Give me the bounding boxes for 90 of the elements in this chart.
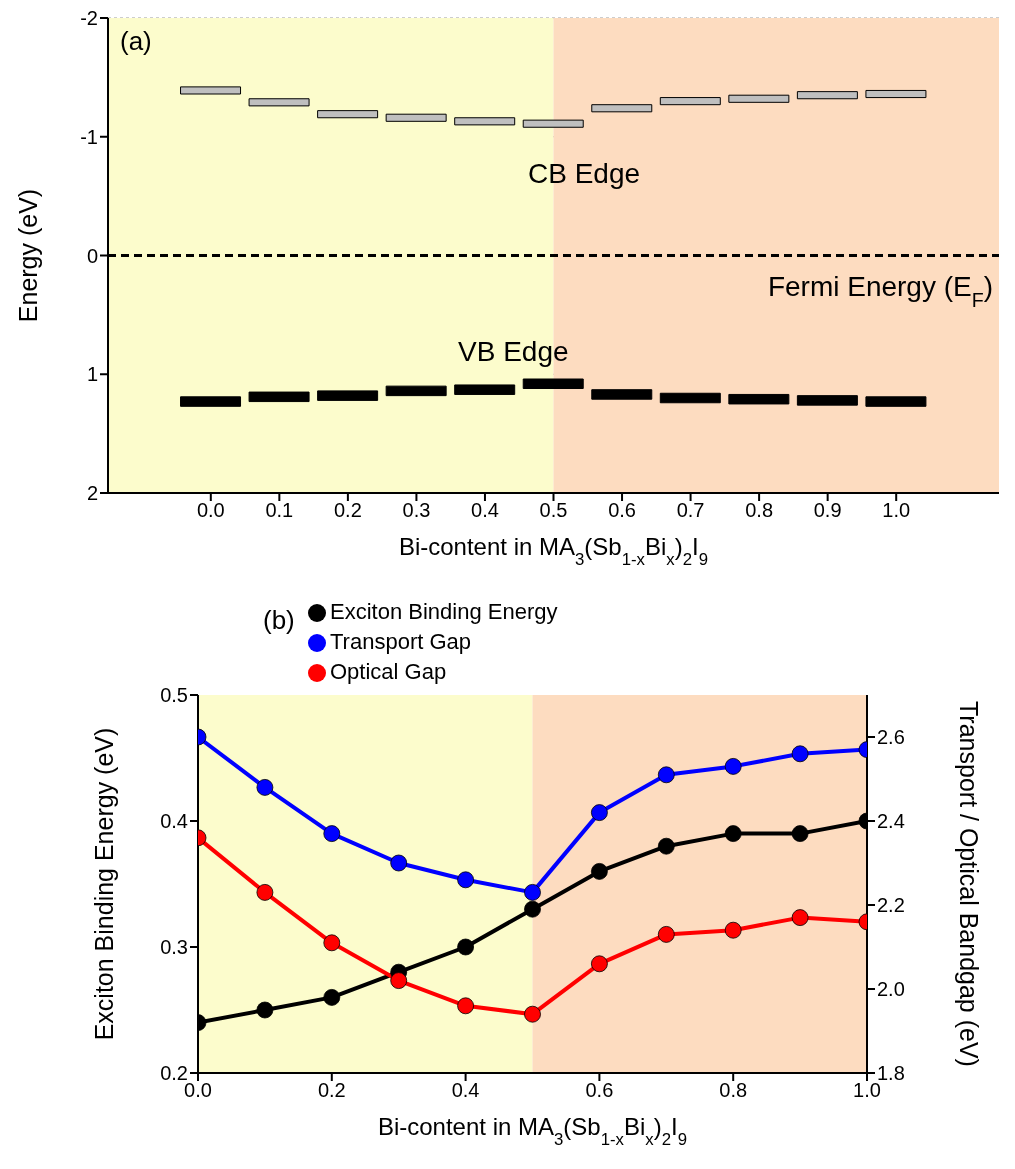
legend-label: Transport Gap xyxy=(330,629,472,654)
point xyxy=(457,938,474,956)
y-axis-title: Exciton Binding Energy (eV) xyxy=(89,727,118,1041)
bar xyxy=(385,385,447,397)
y-tick-label: 0.3 xyxy=(160,936,188,959)
point xyxy=(457,997,474,1015)
x-tick-label: 0.8 xyxy=(745,499,774,522)
x-tick-label: 0.7 xyxy=(676,499,705,522)
bar xyxy=(454,117,516,126)
point xyxy=(323,825,341,842)
x-tick-label: 0.6 xyxy=(585,1079,614,1102)
bar xyxy=(728,393,790,405)
y-tick-label: -2 xyxy=(80,7,98,30)
point xyxy=(256,779,274,796)
point xyxy=(524,900,541,918)
text: (b) xyxy=(263,605,295,636)
y-tick-label: 0 xyxy=(86,244,98,267)
x-tick-label: 0.4 xyxy=(451,1079,480,1102)
legend-label: Exciton Binding Energy xyxy=(330,599,558,624)
x-tick-label: 0.2 xyxy=(333,499,362,522)
point xyxy=(657,766,675,784)
x-tick-label: 0.4 xyxy=(471,499,499,522)
point xyxy=(390,854,408,872)
annotation: CB Edge xyxy=(528,158,641,190)
bar xyxy=(317,390,379,401)
point xyxy=(657,926,675,943)
point xyxy=(256,884,274,901)
point xyxy=(657,837,675,855)
x-tick-label: 0.9 xyxy=(813,499,842,522)
x-tick-label: 0.6 xyxy=(608,499,636,522)
bar xyxy=(865,396,927,407)
point xyxy=(390,972,408,989)
x-tick-label: 1.0 xyxy=(853,1079,881,1102)
point xyxy=(591,955,608,973)
text: Bi-content in MA$_{3}$(Sb$_{1-x}$Bi$_{x}$)$_{2}$I$_{9}$ xyxy=(398,533,709,569)
point xyxy=(256,1001,274,1019)
bar xyxy=(522,378,584,389)
bar xyxy=(659,97,721,106)
x-tick-label: 0.0 xyxy=(196,499,225,522)
point xyxy=(791,909,809,926)
x-tick-label: 0.2 xyxy=(317,1079,346,1102)
y2-tick-label: 2.6 xyxy=(877,726,905,749)
y-tick-label: 0.4 xyxy=(160,810,188,833)
bar xyxy=(796,91,858,100)
point xyxy=(724,758,742,775)
point xyxy=(323,989,341,1006)
annotation: VB Edge xyxy=(458,336,569,368)
x-tick-label: 0.8 xyxy=(719,1079,748,1102)
y-tick-label: -1 xyxy=(80,125,98,148)
point xyxy=(457,871,474,889)
point xyxy=(591,863,608,880)
bar xyxy=(385,113,447,122)
y2-tick-label: 2.0 xyxy=(877,978,905,1001)
bar xyxy=(591,389,653,400)
x-tick-label: 0.0 xyxy=(184,1079,212,1102)
bar xyxy=(248,98,310,107)
bar xyxy=(317,110,379,119)
x-tick-label: 1.0 xyxy=(882,499,911,522)
text: Bi-content in MA$_{3}$(Sb$_{1-x}$Bi$_{x}$)$_{2}$I$_{9}$ xyxy=(377,1113,688,1149)
bar xyxy=(454,384,516,395)
x-tick-label: 0.3 xyxy=(402,499,431,522)
point xyxy=(524,884,541,901)
annotation: (a) xyxy=(120,26,152,57)
bar xyxy=(180,396,242,407)
x-tick-label: 0.5 xyxy=(539,499,568,522)
bar xyxy=(796,395,858,406)
point xyxy=(724,921,742,939)
point xyxy=(791,745,809,763)
x-tick-label: 0.1 xyxy=(265,499,294,522)
point xyxy=(724,825,742,842)
point xyxy=(323,934,341,952)
y2-tick-label: 2.4 xyxy=(877,810,905,833)
y-axis-title: Energy (eV) xyxy=(13,188,42,323)
y2-axis-title: Transport / Optical Bandgap (eV) xyxy=(955,701,984,1067)
y-tick-label: 2 xyxy=(86,482,98,505)
bar xyxy=(248,391,310,403)
bar xyxy=(522,119,584,128)
y-tick-label: 0.5 xyxy=(160,684,188,707)
bar xyxy=(180,86,242,95)
bar xyxy=(865,89,927,99)
ref-line-label: Fermi Energy (E$_{F}$) xyxy=(767,270,993,311)
y2-tick-label: 2.2 xyxy=(877,894,905,917)
point xyxy=(524,1005,541,1023)
point xyxy=(591,804,608,821)
bar xyxy=(591,104,653,113)
bar xyxy=(659,392,721,404)
bar xyxy=(728,94,790,103)
legend-label: Optical Gap xyxy=(330,659,447,684)
y-tick-label: 1 xyxy=(86,363,98,386)
point xyxy=(791,825,809,842)
